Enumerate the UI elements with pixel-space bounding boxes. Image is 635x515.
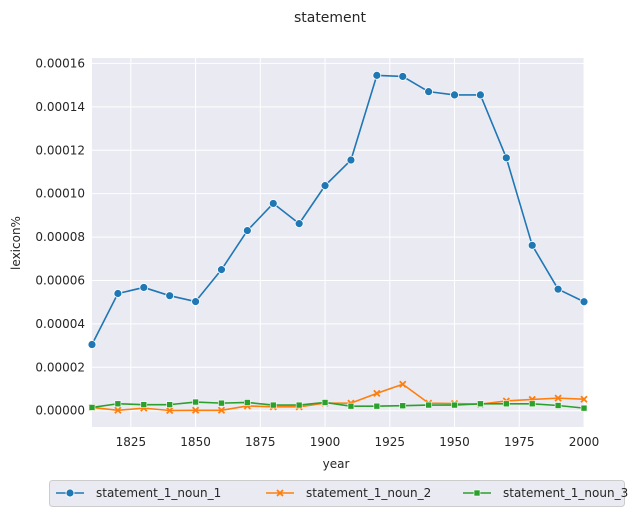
data-point (450, 90, 459, 100)
legend: statement_1_noun_1 statement_1_noun_2 stat… (49, 480, 628, 507)
x-tick-label: 1825 (116, 435, 147, 449)
data-point (165, 291, 175, 301)
y-axis: 0.00000 0.00002 0.00004 0.00006 0.00008 0.000… (35, 56, 85, 417)
data-point (218, 399, 225, 407)
legend-marker (65, 488, 75, 498)
data-point (477, 400, 484, 408)
y-tick-label: 0.00002 (35, 360, 85, 374)
data-point (580, 404, 588, 412)
data-point (373, 389, 381, 397)
data-point (166, 406, 174, 415)
data-point (399, 380, 407, 388)
series-line (91, 74, 585, 345)
data-point (554, 402, 562, 409)
data-point (114, 400, 122, 408)
legend-label: statement_1_noun_1 (96, 486, 221, 500)
data-point (244, 399, 251, 406)
y-tick-label: 0.00014 (35, 100, 85, 114)
data-point (192, 398, 199, 406)
x-tick-label: 1900 (310, 435, 341, 449)
data-point (294, 219, 304, 229)
data-point (217, 406, 226, 414)
x-axis-label: year (323, 457, 350, 471)
data-point (191, 297, 200, 306)
data-point (87, 340, 97, 349)
legend-marker (276, 489, 284, 497)
legend-entry: statement_1_noun_2 (266, 486, 431, 500)
data-point (580, 395, 588, 403)
y-tick-label: 0.00016 (35, 56, 85, 70)
x-tick-label: 2000 (569, 435, 600, 449)
y-tick-label: 0.00004 (35, 317, 85, 331)
legend-box (49, 480, 625, 507)
y-tick-label: 0.00006 (35, 273, 85, 287)
data-point (501, 153, 511, 163)
data-point (553, 284, 563, 294)
data-point (476, 90, 485, 100)
series-statement_1_noun_1 (87, 70, 589, 349)
data-point (503, 400, 510, 408)
data-point (398, 72, 408, 81)
x-tick-label: 1850 (180, 435, 211, 449)
y-tick-label: 0.00012 (35, 143, 85, 157)
series-line (91, 401, 585, 409)
data-point (217, 265, 226, 275)
chart-title: statement (294, 10, 367, 26)
series-statement_1_noun_3 (88, 398, 588, 412)
plot-area (92, 58, 584, 427)
data-point (140, 401, 148, 408)
series-line (91, 383, 585, 412)
y-tick-label: 0.00000 (35, 404, 85, 418)
data-point (139, 283, 149, 292)
x-tick-label: 1925 (375, 435, 406, 449)
data-point (425, 401, 432, 409)
data-point (191, 406, 200, 414)
y-axis-label: lexicon% (9, 216, 23, 270)
y-tick-label: 0.00008 (35, 230, 85, 244)
legend-entry: statement_1_noun_3 (463, 486, 628, 500)
data-point (579, 297, 589, 307)
data-point (528, 400, 536, 408)
data-point (527, 240, 537, 250)
data-point (399, 402, 407, 410)
x-tick-label: 1950 (439, 435, 470, 449)
data-point (88, 404, 96, 411)
data-point (346, 155, 356, 165)
grid (92, 58, 585, 427)
data-point (114, 406, 122, 414)
data-point (347, 402, 355, 410)
x-tick-label: 1975 (504, 435, 535, 449)
data-point (113, 289, 123, 298)
data-point (268, 199, 278, 208)
data-point (451, 401, 458, 409)
y-tick-label: 0.00010 (35, 187, 85, 201)
data-point (166, 401, 173, 408)
x-axis: 1825 1850 1875 1900 1925 1950 1975 2000 (116, 435, 600, 449)
legend-entry: statement_1_noun_1 (56, 486, 221, 500)
data-point (372, 70, 382, 80)
data-point (373, 402, 381, 410)
data-point (321, 399, 329, 406)
legend-marker (473, 489, 481, 497)
legend-label: statement_1_noun_3 (503, 486, 628, 500)
data-point (424, 87, 434, 97)
series-layer (87, 70, 589, 415)
data-point (554, 394, 562, 402)
x-tick-label: 1875 (245, 435, 276, 449)
legend-label: statement_1_noun_2 (306, 486, 431, 500)
data-point (295, 401, 303, 409)
data-point (242, 226, 252, 235)
data-point (269, 401, 277, 409)
data-point (320, 181, 330, 191)
